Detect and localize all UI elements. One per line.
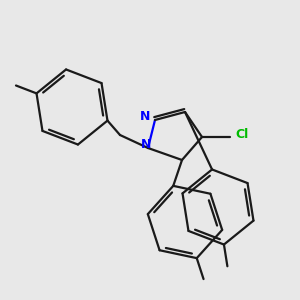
Text: Cl: Cl (236, 128, 249, 142)
Text: N: N (141, 137, 151, 151)
Text: N: N (140, 110, 150, 122)
